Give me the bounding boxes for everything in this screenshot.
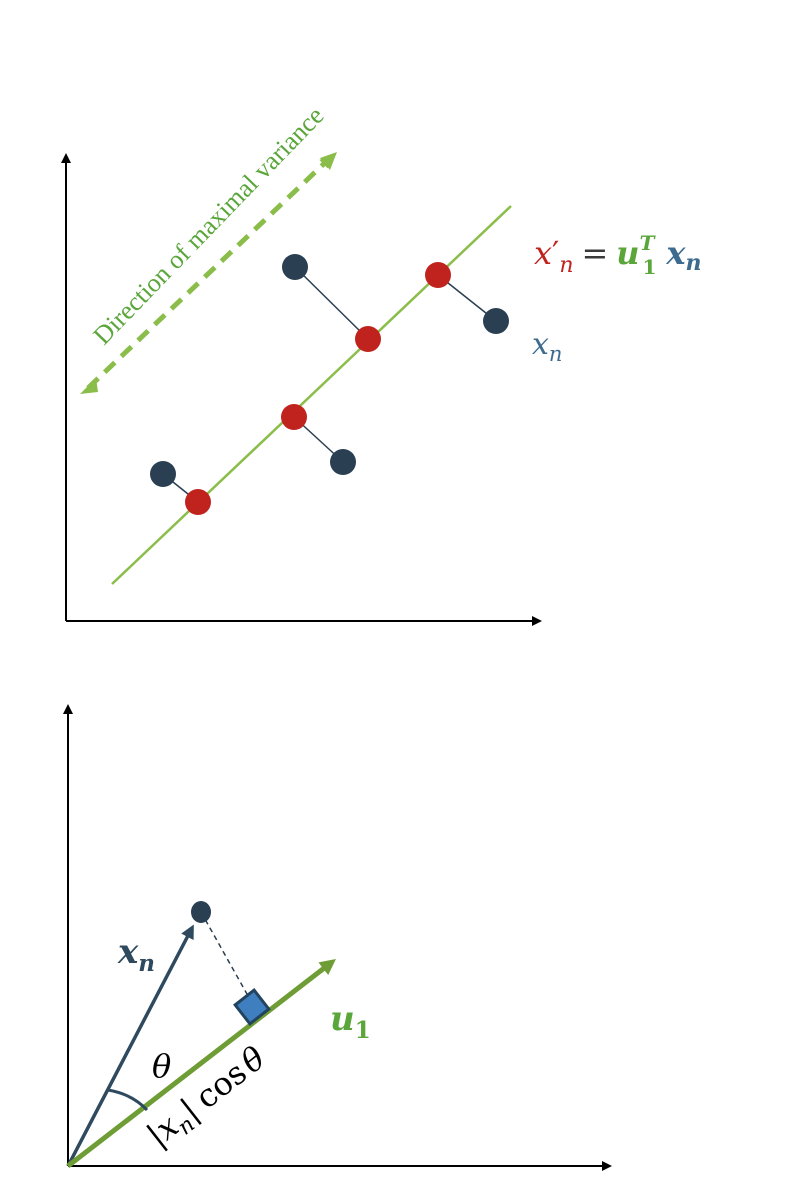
equation-u: u (616, 234, 639, 272)
equation-x: x (665, 234, 686, 272)
theta-label: θ (152, 1047, 171, 1085)
u1-label: u1 (330, 999, 371, 1044)
xn-point (191, 901, 211, 923)
equation-x-subscript: n (685, 250, 701, 276)
direction-arrow-tail-head (80, 378, 98, 394)
point-label-subscript: n (549, 342, 563, 366)
projected-point (185, 489, 211, 515)
xn-label-subscript: n (138, 950, 155, 977)
xn-vector (66, 924, 194, 1167)
perpendicular-dashed-line (200, 911, 253, 1004)
projected-point (281, 404, 307, 430)
u1-label-symbol: u (330, 999, 355, 1039)
right-angle-marker (233, 988, 271, 1026)
projected-point (355, 326, 381, 352)
equation-u-subscript: 1 (642, 255, 656, 279)
data-point (330, 449, 356, 475)
u1-vector (66, 958, 336, 1168)
data-point (150, 461, 176, 487)
equation-lhs-x: x (534, 234, 552, 272)
top-diagram: Direction of maximal variance x′n = uT 1 xn … (61, 101, 701, 626)
equation-u-superscript: T (640, 231, 657, 255)
equation-lhs-prime: ′ (552, 234, 559, 272)
point-label: xn (532, 327, 562, 366)
xn-label: xn (117, 932, 155, 977)
direction-arrow-head (320, 152, 337, 170)
data-point (483, 308, 509, 334)
point-label-symbol: x (532, 327, 549, 362)
xn-label-symbol: x (117, 932, 139, 972)
equation-equals: = (581, 234, 608, 272)
direction-label: Direction of maximal variance (87, 101, 329, 350)
equation-lhs-subscript: n (559, 253, 573, 278)
projection-equation: x′n = uT 1 xn (534, 231, 701, 279)
projected-point (425, 262, 451, 288)
connector-line (294, 266, 369, 340)
angle-arc (107, 1088, 149, 1112)
direction-arrow (86, 155, 333, 390)
data-point (282, 254, 308, 280)
bottom-diagram: θ xn u1 |xn|cosθ (63, 704, 612, 1171)
u1-label-subscript: 1 (355, 1017, 371, 1044)
